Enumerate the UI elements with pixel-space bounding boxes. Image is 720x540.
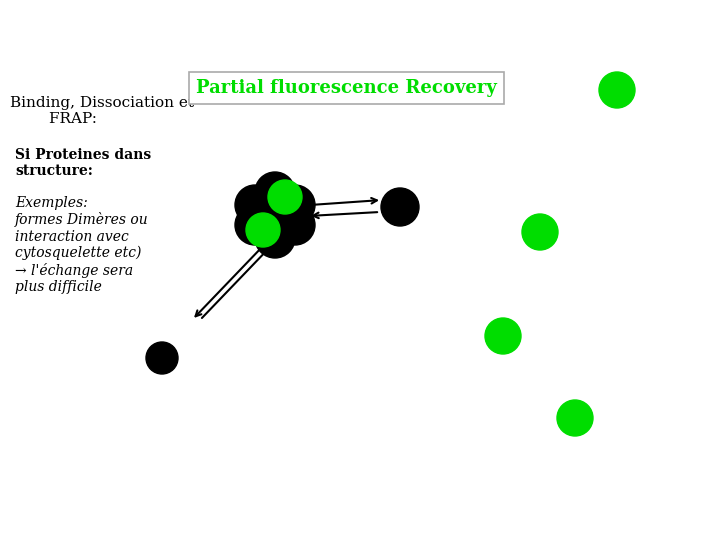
Text: Binding, Dissociation et: Binding, Dissociation et	[10, 96, 194, 110]
Circle shape	[268, 180, 302, 214]
Circle shape	[485, 318, 521, 354]
Circle shape	[522, 214, 558, 250]
Text: Exemples:
formes Dimères ou
interaction avec
cytosquelette etc)
→ l'échange sera: Exemples: formes Dimères ou interaction …	[15, 196, 148, 294]
Circle shape	[255, 195, 295, 235]
Circle shape	[381, 188, 419, 226]
Circle shape	[246, 213, 280, 247]
Circle shape	[275, 185, 315, 225]
Circle shape	[255, 218, 295, 258]
Circle shape	[235, 205, 275, 245]
Text: FRAP:: FRAP:	[10, 112, 97, 126]
Circle shape	[557, 400, 593, 436]
Circle shape	[235, 185, 275, 225]
Circle shape	[275, 205, 315, 245]
Circle shape	[255, 172, 295, 212]
Circle shape	[146, 342, 178, 374]
Text: Partial fluorescence Recovery: Partial fluorescence Recovery	[196, 79, 497, 97]
Circle shape	[599, 72, 635, 108]
Text: Si Proteines dans
structure:: Si Proteines dans structure:	[15, 148, 151, 178]
